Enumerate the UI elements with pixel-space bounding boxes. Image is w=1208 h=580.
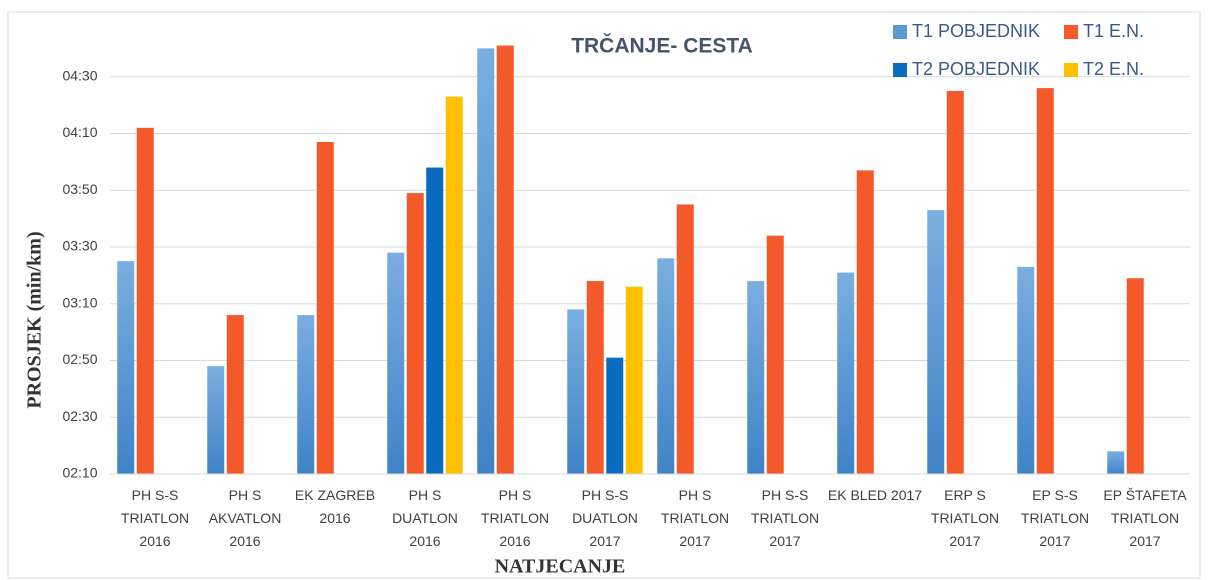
legend-swatch bbox=[1064, 25, 1078, 39]
x-tick-label-line: ERP S bbox=[944, 487, 986, 503]
x-tick-label-line: TRIATLON bbox=[661, 510, 729, 526]
x-tick-label-line: TRIATLON bbox=[481, 510, 549, 526]
x-tick-label-line: 2016 bbox=[409, 533, 440, 549]
x-tick-label-line: TRIATLON bbox=[751, 510, 819, 526]
x-tick-label: PH S TRIATLON 2017 bbox=[661, 487, 729, 549]
x-tick-label: PH S-S TRIATLON 2016 bbox=[121, 487, 189, 549]
legend-label: T2 E.N. bbox=[1083, 59, 1144, 79]
y-axis-label: PROSJEK (min/km) bbox=[24, 231, 46, 408]
bar bbox=[117, 261, 135, 474]
x-tick-label-line: PH S bbox=[409, 487, 442, 503]
x-tick-label-line: PH S bbox=[499, 487, 532, 503]
x-tick-label-line: PH S-S bbox=[582, 487, 629, 503]
bar bbox=[1126, 278, 1144, 474]
x-tick-label-line: 2016 bbox=[319, 510, 350, 526]
legend-swatch bbox=[893, 63, 907, 77]
x-tick-label-line: PH S-S bbox=[132, 487, 179, 503]
x-tick-label-line: TRIATLON bbox=[931, 510, 999, 526]
bar bbox=[766, 235, 784, 474]
legend-label: T2 POBJEDNIK bbox=[912, 59, 1040, 79]
x-tick-label-line: DUATLON bbox=[572, 510, 638, 526]
bar bbox=[946, 90, 964, 474]
x-tick-label: ERP S TRIATLON 2017 bbox=[931, 487, 999, 549]
bar bbox=[567, 309, 585, 474]
bar bbox=[226, 315, 244, 474]
x-tick-label-line: EK BLED 2017 bbox=[828, 487, 922, 503]
bar bbox=[207, 366, 225, 474]
bar bbox=[387, 252, 405, 474]
y-tick-label: 02:10 bbox=[62, 465, 97, 481]
x-tick-label: PH S DUATLON 2016 bbox=[392, 487, 458, 549]
bar bbox=[426, 167, 444, 475]
x-tick-label-line: 2017 bbox=[769, 533, 800, 549]
x-tick-label-line: DUATLON bbox=[392, 510, 458, 526]
bar bbox=[747, 281, 765, 474]
x-tick-label: PH S AKVATLON 2016 bbox=[209, 487, 282, 549]
bar bbox=[1107, 451, 1125, 474]
x-axis-label: NATJECANJE bbox=[495, 556, 626, 578]
x-tick-label: PH S-S DUATLON 2017 bbox=[572, 487, 638, 549]
y-tick-label: 03:50 bbox=[62, 181, 97, 197]
bar bbox=[927, 210, 945, 475]
x-tick-label-line: PH S-S bbox=[762, 487, 809, 503]
x-tick-label-line: 2016 bbox=[139, 533, 170, 549]
x-tick-label-line: EK ZAGREB bbox=[295, 487, 375, 503]
x-tick-label: EP S-S TRIATLON 2017 bbox=[1021, 487, 1089, 549]
x-tick-label-line: 2017 bbox=[1129, 533, 1160, 549]
legend-swatch bbox=[1064, 63, 1078, 77]
bar bbox=[606, 357, 624, 474]
x-tick-label-line: TRIATLON bbox=[1021, 510, 1089, 526]
legend-swatch bbox=[893, 25, 907, 39]
legend-label: T1 POBJEDNIK bbox=[912, 21, 1040, 41]
x-tick-label-line: 2016 bbox=[229, 533, 260, 549]
bar bbox=[676, 204, 694, 474]
bar bbox=[136, 127, 154, 474]
bar bbox=[316, 142, 334, 474]
bar bbox=[496, 45, 514, 474]
x-tick-label-line: AKVATLON bbox=[209, 510, 282, 526]
x-tick-label-line: TRIATLON bbox=[1111, 510, 1179, 526]
x-tick-label: EP ŠTAFETA TRIATLON 2017 bbox=[1103, 487, 1187, 549]
bar bbox=[657, 258, 675, 474]
bar bbox=[586, 281, 604, 474]
bar bbox=[856, 170, 874, 474]
bar bbox=[625, 286, 643, 474]
bar bbox=[837, 272, 855, 474]
x-tick-label-line: 2017 bbox=[679, 533, 710, 549]
x-tick-label: PH S TRIATLON 2016 bbox=[481, 487, 549, 549]
x-tick-label-line: 2017 bbox=[1039, 533, 1070, 549]
x-tick-label-line: 2017 bbox=[949, 533, 980, 549]
bar bbox=[297, 315, 315, 474]
x-tick-label-line: PH S bbox=[229, 487, 262, 503]
bar bbox=[477, 48, 495, 474]
chart-frame bbox=[7, 11, 1201, 579]
bar bbox=[1017, 266, 1035, 474]
x-tick-label-line: EP ŠTAFETA bbox=[1103, 487, 1187, 503]
x-tick-label: EK ZAGREB 2016 bbox=[295, 487, 375, 526]
legend-label: T1 E.N. bbox=[1083, 21, 1144, 41]
y-tick-label: 04:10 bbox=[62, 124, 97, 140]
bar bbox=[1036, 88, 1054, 474]
bar bbox=[406, 193, 424, 474]
x-tick-label-line: EP S-S bbox=[1032, 487, 1078, 503]
bar bbox=[445, 96, 463, 475]
x-tick-label: EK BLED 2017 bbox=[828, 487, 922, 503]
x-tick-label-line: PH S bbox=[679, 487, 712, 503]
y-tick-label: 03:30 bbox=[62, 238, 97, 254]
x-tick-label-line: 2017 bbox=[589, 533, 620, 549]
x-tick-label-line: 2016 bbox=[499, 533, 530, 549]
x-tick-label-line: TRIATLON bbox=[121, 510, 189, 526]
y-tick-label: 03:10 bbox=[62, 294, 97, 310]
y-tick-label: 02:50 bbox=[62, 351, 97, 367]
y-tick-label: 04:30 bbox=[62, 67, 97, 83]
x-tick-label: PH S-S TRIATLON 2017 bbox=[751, 487, 819, 549]
chart-title: TRČANJE- CESTA bbox=[571, 34, 753, 58]
y-tick-label: 02:30 bbox=[62, 408, 97, 424]
